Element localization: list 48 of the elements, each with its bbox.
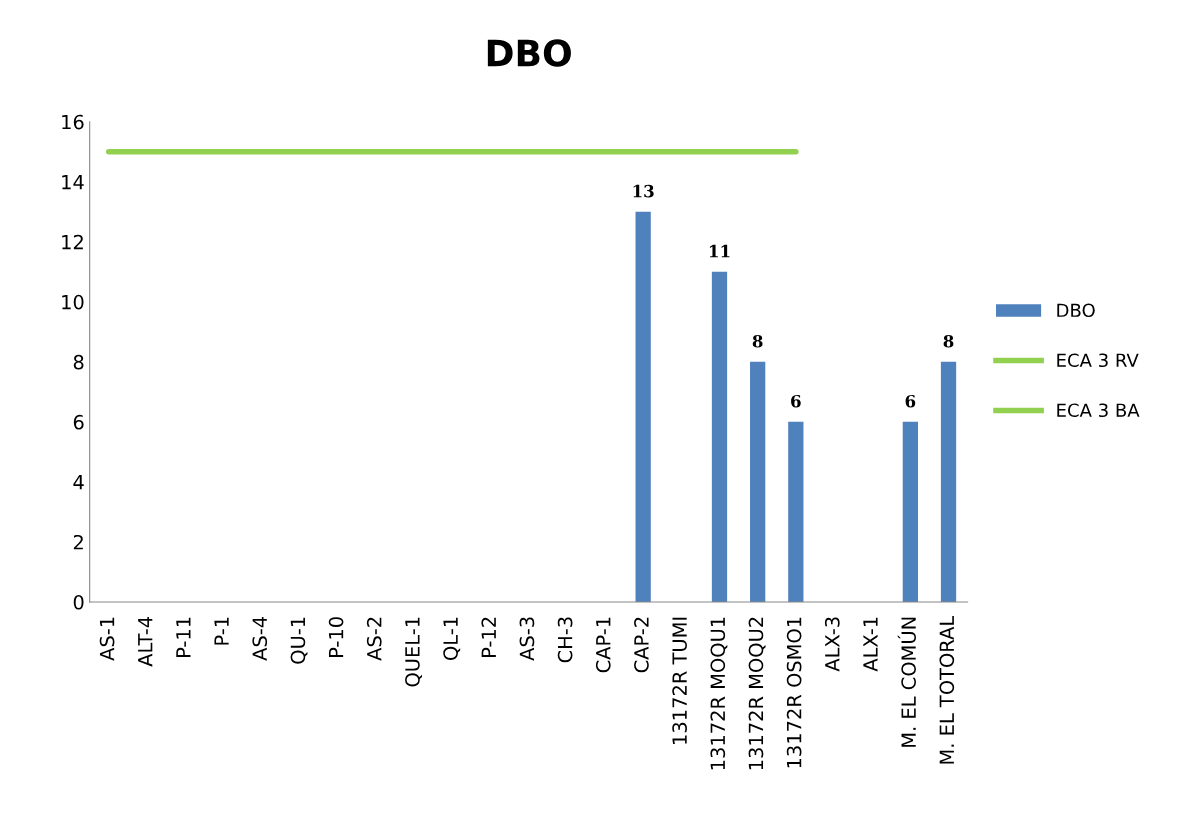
- x-tick-label: 13172R TUMI: [672, 617, 687, 744]
- data-label: 8: [752, 334, 763, 348]
- x-tick-label: CAP-1: [595, 617, 611, 673]
- chart-title: DBO: [487, 39, 571, 67]
- x-tick-label: P-1: [214, 617, 229, 645]
- bar: [635, 211, 651, 602]
- legend-label: DBO: [1057, 303, 1095, 318]
- data-label: 11: [709, 244, 730, 258]
- x-tick-label: AS-4: [252, 616, 268, 661]
- bar: [788, 421, 804, 602]
- y-tick-label: 6: [73, 414, 84, 430]
- legend-label: ECA 3 BA: [1057, 403, 1140, 418]
- x-tick-label: AS-3: [519, 617, 535, 661]
- x-tick-label: 13172R MOQU2: [748, 617, 766, 770]
- x-tick-label: M. EL TOTORAL: [939, 615, 955, 764]
- y-tick-label: 10: [62, 294, 84, 310]
- y-tick-label: 4: [73, 475, 84, 490]
- x-tick-label: ALX-3: [824, 617, 840, 672]
- data-label: 8: [943, 334, 954, 348]
- x-tick-label: CAP-2: [634, 617, 649, 673]
- x-tick-label: 13172R MOQU1: [710, 617, 728, 770]
- bar: [902, 421, 918, 602]
- y-tick-label: 12: [62, 234, 83, 250]
- legend-label: ECA 3 RV: [1057, 353, 1139, 368]
- y-tick-label: 0: [73, 594, 84, 610]
- x-tick-label: 13172R OSMO1: [786, 617, 802, 768]
- x-tick-label: CH-3: [557, 617, 573, 663]
- bar: [711, 271, 728, 602]
- y-tick-label: 2: [73, 534, 83, 550]
- bar: [750, 361, 766, 602]
- x-tick-label: QL-1: [443, 617, 461, 660]
- x-tick-label: ALT-4: [138, 616, 153, 667]
- x-tick-label: P-12: [481, 617, 496, 657]
- x-tick-label: P-11: [176, 617, 191, 657]
- bar: [940, 361, 957, 602]
- x-tick-label: QU-1: [290, 617, 308, 664]
- x-tick-label: AS-1: [99, 617, 115, 661]
- x-tick-label: M. EL COMÚN: [897, 617, 916, 747]
- data-label: 6: [905, 394, 916, 408]
- y-tick-label: 8: [73, 354, 84, 370]
- x-tick-label: AS-2: [366, 617, 382, 661]
- data-label: 6: [791, 394, 801, 408]
- x-tick-label: P-10: [328, 617, 344, 657]
- x-tick-label: QUEL-1: [405, 617, 422, 687]
- y-tick-label: 14: [62, 174, 84, 190]
- x-tick-label: ALX-1: [863, 617, 878, 672]
- data-label: 13: [633, 184, 654, 198]
- y-tick-label: 16: [62, 114, 84, 130]
